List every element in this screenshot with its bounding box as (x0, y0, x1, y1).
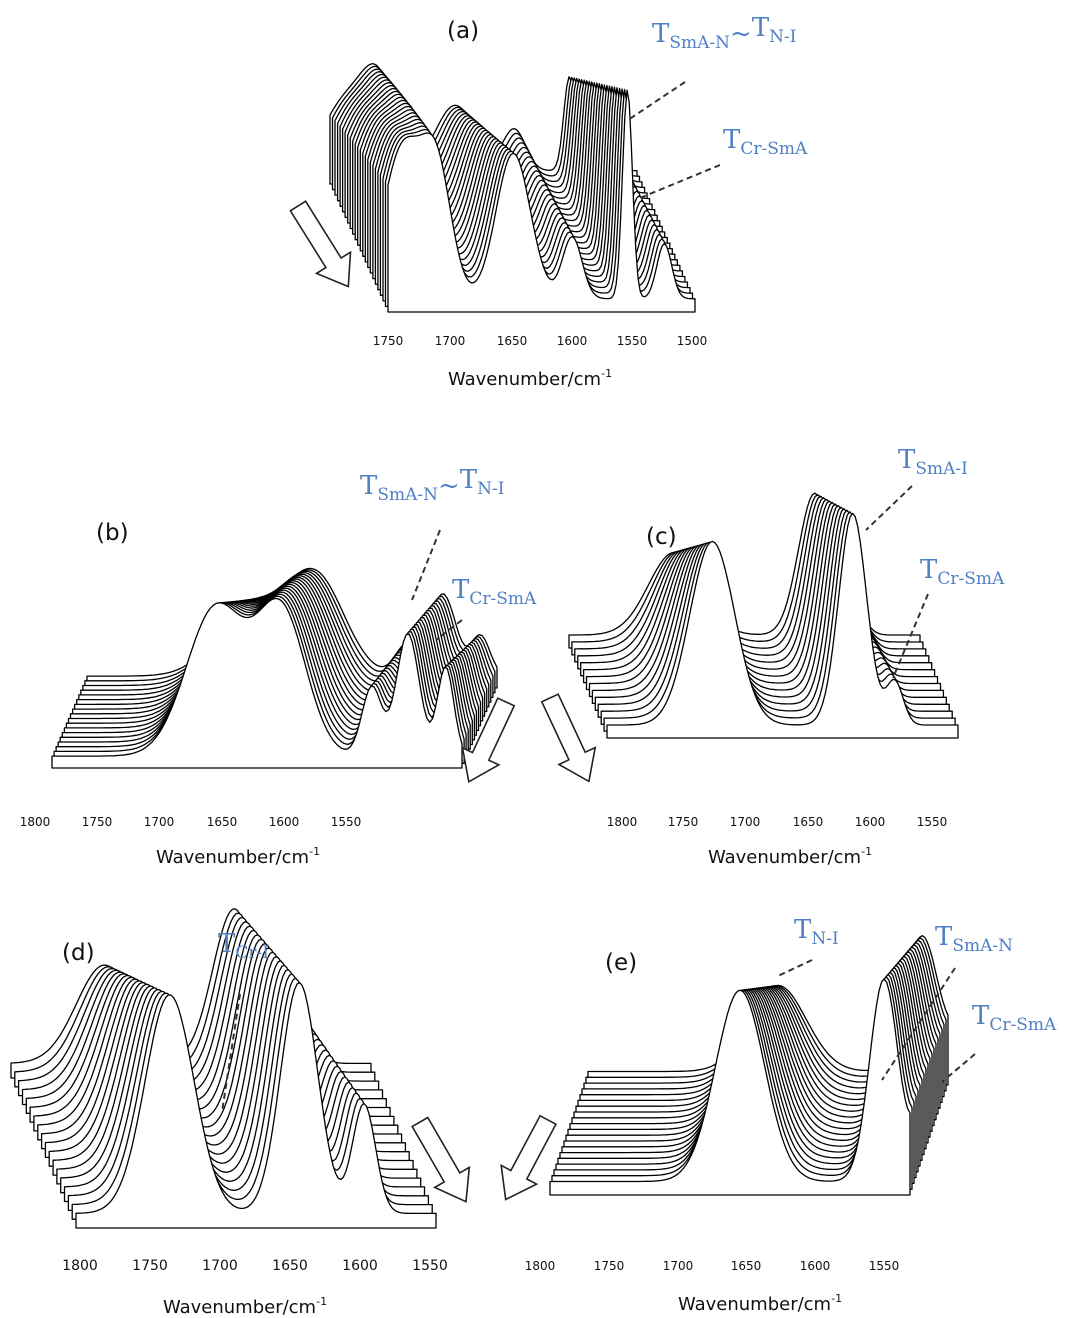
spectrum-trace (387, 89, 696, 313)
x-axis-title: Wavenumber/cm-1 (163, 1295, 327, 1318)
x-tick-label: 1700 (144, 815, 175, 829)
x-tick-label: 1500 (677, 334, 708, 348)
temperature-direction-arrow-icon (540, 693, 597, 783)
x-tick-label: 1650 (497, 334, 528, 348)
spectrum-trace (549, 978, 911, 1196)
traces-d (10, 908, 437, 1229)
annotation-leader-line (777, 959, 813, 977)
x-tick-label: 1800 (20, 815, 51, 829)
transition-annotation: TCr-SmA (920, 555, 1005, 589)
panel-a: 1750 1700 1650 1600 1550 1500 Wavenumber/cm-1 (… (289, 13, 808, 390)
panel-label: (b) (96, 520, 129, 546)
x-tick-label: 1600 (269, 815, 300, 829)
transition-annotation: TCr-I (218, 929, 269, 963)
x-tick-label: 1600 (342, 1258, 378, 1274)
annotation-leader-line (411, 529, 441, 601)
x-tick-label: 1800 (62, 1258, 98, 1274)
panel-e: 1800 1750 1700 1650 1600 1550 Wavenumber/cm-1 (… (500, 915, 1057, 1315)
panel-d: 1800 1750 1700 1650 1600 1550 Wavenumber/cm-1 (… (10, 908, 471, 1318)
annotation-leader-line (941, 1053, 976, 1083)
spectrum-trace (51, 597, 463, 769)
annotation-leader-line (865, 485, 913, 531)
x-tick-label: 1650 (793, 815, 824, 829)
x-axis-b: 1800 1750 1700 1650 1600 1550 (20, 815, 362, 829)
x-tick-label: 1600 (557, 334, 588, 348)
x-tick-label: 1800 (525, 1259, 556, 1273)
annotation-leader-line (435, 619, 463, 641)
x-tick-label: 1550 (331, 815, 362, 829)
transition-annotation: TCr-SmA (972, 1001, 1057, 1035)
panel-label: (d) (62, 940, 95, 966)
traces-e (549, 935, 949, 1196)
x-axis-e: 1800 1750 1700 1650 1600 1550 (525, 1259, 900, 1273)
x-axis-c: 1800 1750 1700 1650 1600 1550 (607, 815, 948, 829)
spectrum-trace (606, 512, 959, 739)
temperature-direction-arrow-icon (461, 697, 516, 784)
spectrum-trace (75, 982, 437, 1229)
traces-c (568, 492, 959, 739)
x-tick-label: 1650 (272, 1258, 308, 1274)
traces-a (329, 63, 696, 313)
x-axis-a: 1750 1700 1650 1600 1550 1500 (373, 334, 708, 348)
x-tick-label: 1750 (82, 815, 113, 829)
transition-annotation: TCr-SmA (723, 125, 808, 159)
x-tick-label: 1700 (202, 1258, 238, 1274)
x-tick-label: 1800 (607, 815, 638, 829)
x-tick-label: 1600 (800, 1259, 831, 1273)
traces-b (51, 567, 498, 769)
transition-annotation: TSmA-N~TN-I (652, 13, 797, 53)
transition-annotation: TSmA-N~TN-I (360, 465, 505, 505)
x-tick-label: 1750 (594, 1259, 625, 1273)
x-tick-label: 1750 (132, 1258, 168, 1274)
x-tick-label: 1550 (617, 334, 648, 348)
x-tick-label: 1650 (207, 815, 238, 829)
x-tick-label: 1550 (917, 815, 948, 829)
panel-c: 1800 1750 1700 1650 1600 1550 Wavenumber/cm-1 (… (540, 445, 1005, 868)
temperature-direction-arrow-icon (289, 200, 352, 288)
x-tick-label: 1700 (663, 1259, 694, 1273)
x-axis-title: Wavenumber/cm-1 (156, 845, 320, 868)
temperature-direction-arrow-icon (411, 1116, 471, 1203)
transition-annotation: TN-I (794, 915, 839, 949)
x-axis-title: Wavenumber/cm-1 (678, 1292, 842, 1315)
transition-annotation: TSmA-N (935, 922, 1013, 956)
x-tick-label: 1600 (855, 815, 886, 829)
temperature-direction-arrow-icon (500, 1114, 557, 1201)
x-tick-label: 1650 (731, 1259, 762, 1273)
x-tick-label: 1550 (412, 1258, 448, 1274)
x-axis-title: Wavenumber/cm-1 (448, 367, 612, 390)
panel-label: (c) (646, 524, 677, 550)
transition-annotation: TCr-SmA (452, 575, 537, 609)
transition-annotation: TSmA-I (898, 445, 968, 479)
x-tick-label: 1700 (435, 334, 466, 348)
x-axis-d: 1800 1750 1700 1650 1600 1550 (62, 1258, 448, 1274)
x-axis-title: Wavenumber/cm-1 (708, 845, 872, 868)
annotation-leader-line (892, 593, 929, 679)
annotation-leader-line (639, 164, 721, 199)
panel-label: (e) (605, 950, 637, 976)
annotation-leader-line (881, 967, 956, 1081)
x-tick-label: 1750 (668, 815, 699, 829)
x-tick-label: 1700 (730, 815, 761, 829)
x-tick-label: 1550 (869, 1259, 900, 1273)
panel-b: 1800 1750 1700 1650 1600 1550 Wavenumber/cm-1 (… (20, 465, 537, 868)
annotation-leader-line (627, 81, 686, 121)
x-tick-label: 1750 (373, 334, 404, 348)
panel-label: (a) (447, 18, 479, 44)
